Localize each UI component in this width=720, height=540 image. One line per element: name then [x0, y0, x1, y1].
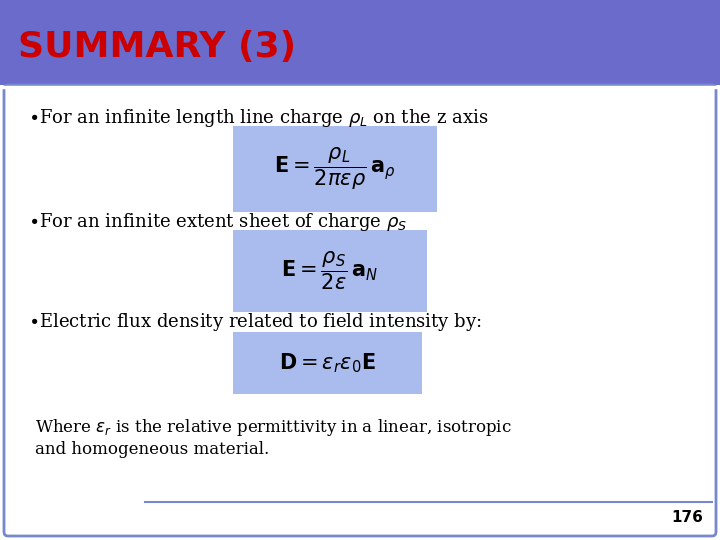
Text: $\mathbf{E} = \dfrac{\rho_L}{2\pi\varepsilon\rho}\,\mathbf{a}_\rho$: $\mathbf{E} = \dfrac{\rho_L}{2\pi\vareps…	[274, 146, 396, 192]
FancyBboxPatch shape	[0, 0, 720, 85]
Text: $\mathbf{D} = \varepsilon_r\varepsilon_0\mathbf{E}$: $\mathbf{D} = \varepsilon_r\varepsilon_0…	[279, 351, 376, 375]
Text: $\bullet$Electric flux density related to field intensity by:: $\bullet$Electric flux density related t…	[28, 311, 482, 333]
Text: $\mathbf{E} = \dfrac{\rho_S}{2\varepsilon}\,\mathbf{a}_N$: $\mathbf{E} = \dfrac{\rho_S}{2\varepsilo…	[282, 249, 379, 292]
FancyBboxPatch shape	[233, 230, 427, 312]
Text: $\bullet$For an infinite extent sheet of charge $\rho_S$: $\bullet$For an infinite extent sheet of…	[28, 211, 408, 233]
FancyBboxPatch shape	[233, 126, 437, 212]
Text: $\bullet$For an infinite length line charge $\rho_L$ on the z axis: $\bullet$For an infinite length line cha…	[28, 107, 488, 129]
FancyBboxPatch shape	[4, 85, 716, 536]
Text: Where $\varepsilon_r$ is the relative permittivity in a linear, isotropic: Where $\varepsilon_r$ is the relative pe…	[35, 417, 512, 438]
Text: and homogeneous material.: and homogeneous material.	[35, 442, 269, 458]
FancyBboxPatch shape	[233, 332, 422, 394]
Text: 176: 176	[671, 510, 703, 525]
Text: SUMMARY (3): SUMMARY (3)	[18, 30, 296, 64]
